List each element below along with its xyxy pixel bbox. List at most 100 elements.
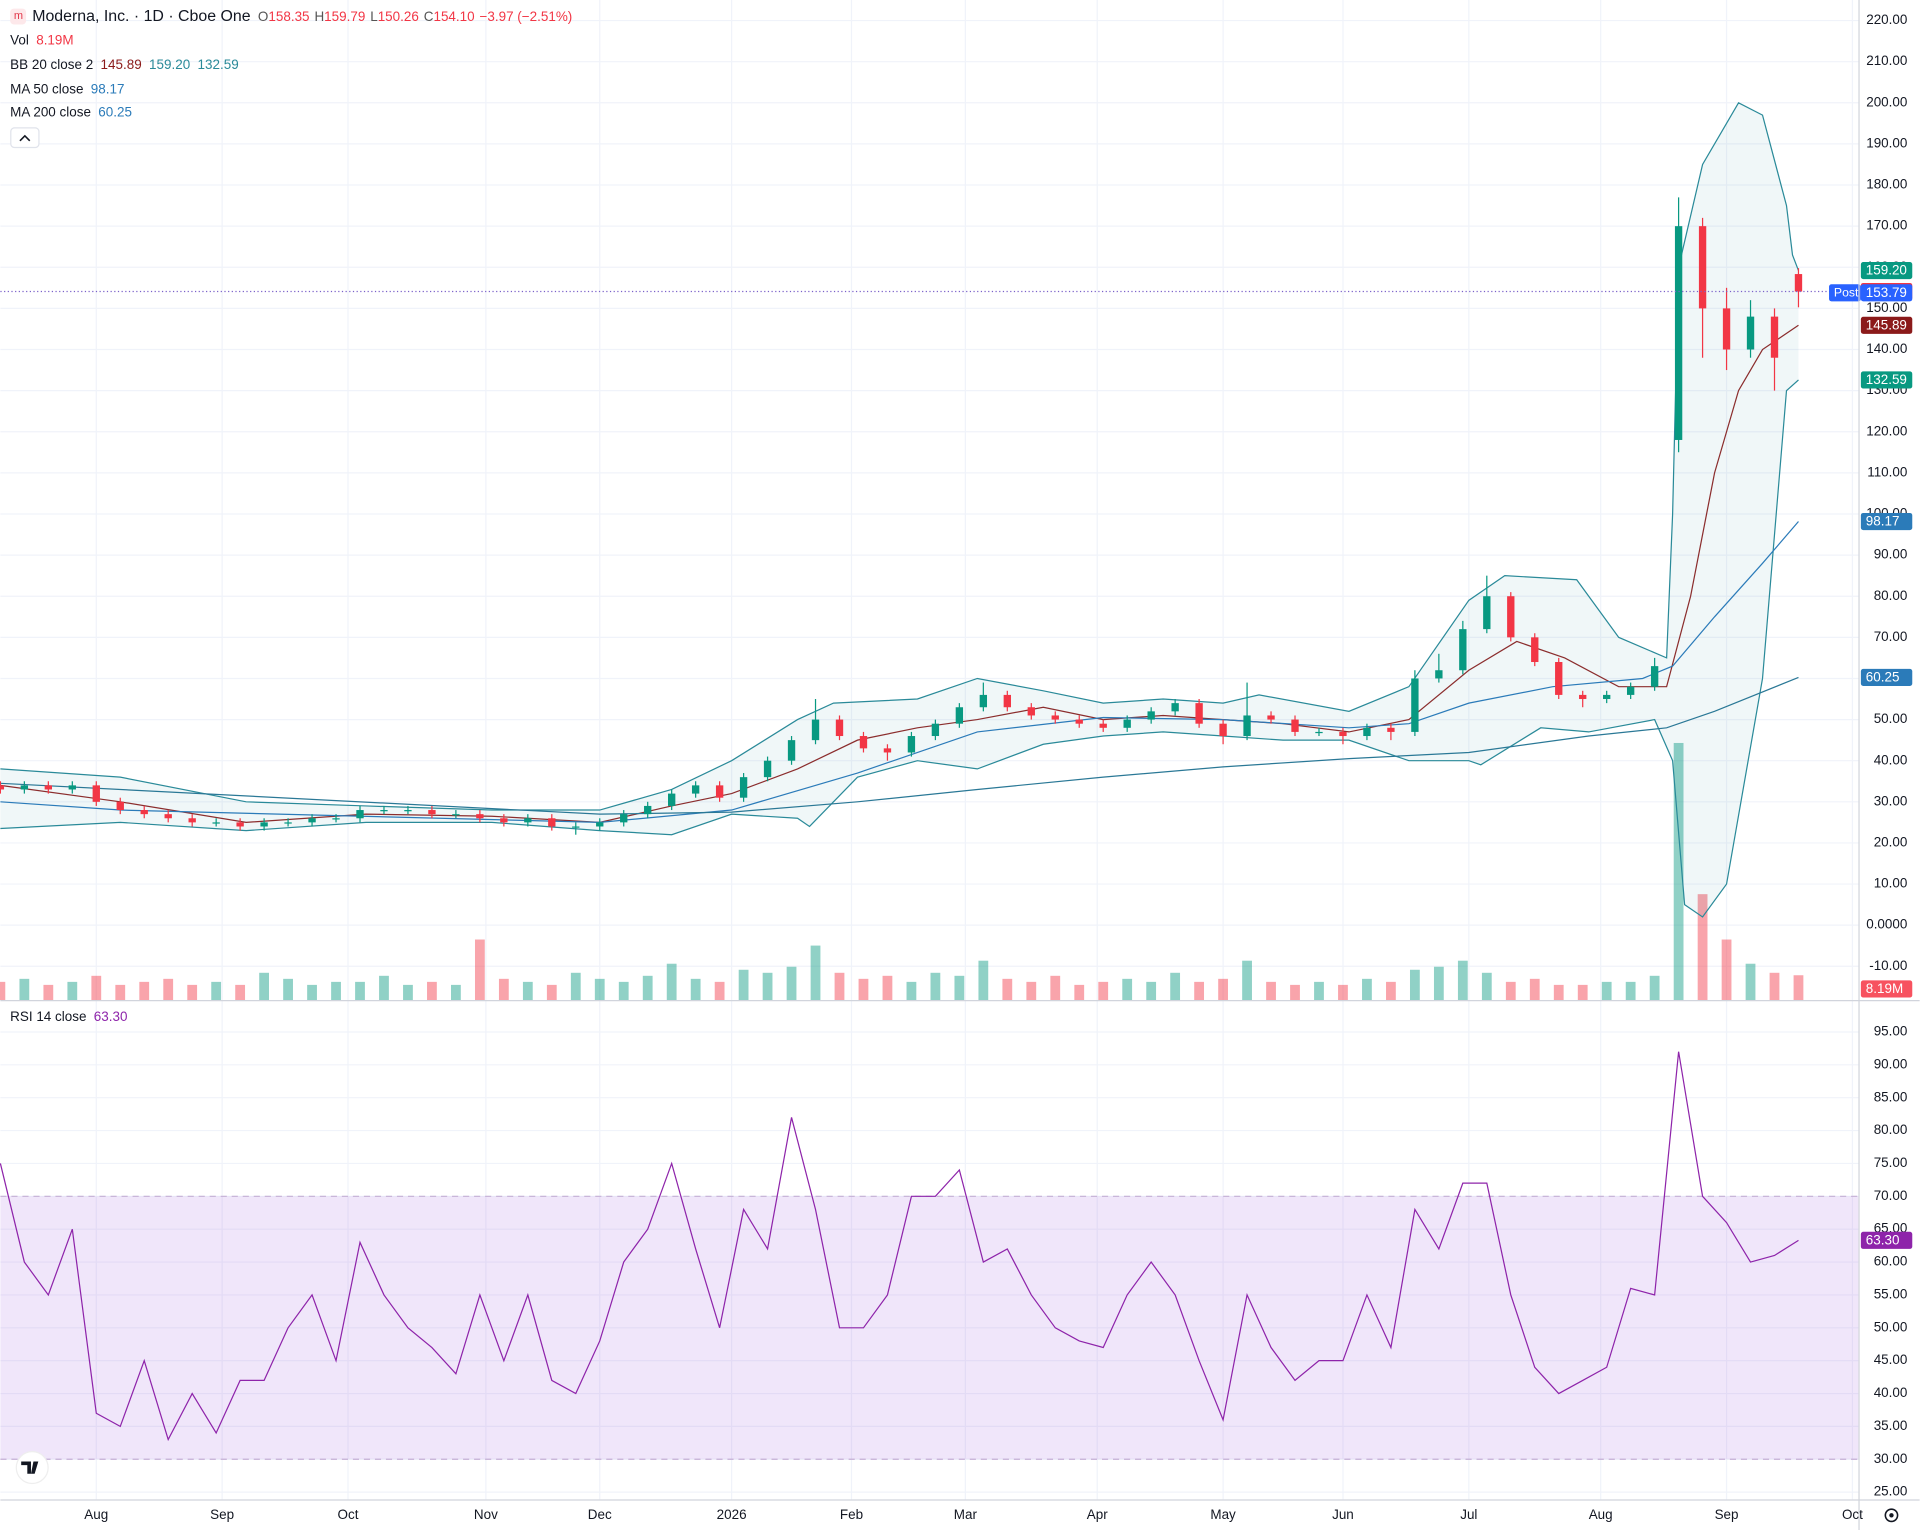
volume-bar <box>1673 742 1684 1001</box>
ma50-line <box>0 521 1799 823</box>
volume-bar <box>0 981 6 1001</box>
bollinger-upper <box>0 101 1800 811</box>
price-badge <box>1860 512 1913 531</box>
volume-bar <box>1721 939 1732 1001</box>
volume-bar <box>642 975 653 1001</box>
volume-bar <box>954 975 965 1001</box>
candle-body <box>1746 316 1755 350</box>
volume-bar <box>355 981 365 1001</box>
volume-bar <box>1026 981 1037 1001</box>
volume-bar <box>91 975 102 1001</box>
volume-bar <box>1170 972 1181 1001</box>
y-tick-label: 20.00 <box>1874 834 1908 849</box>
candle-body <box>1243 715 1251 737</box>
candle-body <box>116 801 124 811</box>
price-badge-label: 132.59 <box>1866 372 1907 387</box>
volume-bar <box>139 981 150 1001</box>
candle-body <box>1722 308 1731 350</box>
candle-body <box>260 822 268 827</box>
candle-body <box>1650 666 1659 687</box>
price-badge <box>1860 1231 1913 1249</box>
collapse-button[interactable] <box>10 127 40 149</box>
candle-body <box>428 810 436 815</box>
candle-body <box>20 785 29 790</box>
volume-bar <box>43 984 54 1001</box>
symbol-logo-letter: m <box>14 10 23 22</box>
candle-body <box>140 810 148 815</box>
ohlc-l: L <box>370 9 378 24</box>
value: 159.20 <box>149 56 190 71</box>
volume-bar <box>786 966 797 1001</box>
price-badge-label: 98.17 <box>1866 514 1900 529</box>
candle-body <box>1267 715 1275 720</box>
volume-bar <box>762 972 773 1001</box>
volume-bar <box>906 981 917 1001</box>
legend-vol: Vol 8.19M <box>10 32 73 47</box>
candle-body <box>1219 723 1227 737</box>
gear <box>1884 1508 1899 1523</box>
volume-bar <box>1481 972 1492 1001</box>
volume-bar <box>546 984 557 1001</box>
x-tick-label: Aug <box>84 1507 108 1522</box>
y-tick-label: 170.00 <box>1866 218 1907 233</box>
candle-body <box>188 818 196 823</box>
volume-bar <box>1409 969 1420 1001</box>
candle-body <box>1195 703 1203 724</box>
legend: m Moderna, Inc. · 1D · Cboe One O158.35 H1… <box>10 8 572 1024</box>
ohlc-value: 158.35 <box>268 9 309 24</box>
y-tick-label: 40.00 <box>1874 1385 1908 1400</box>
volume-bar <box>67 981 78 1001</box>
volume-bar <box>498 978 509 1001</box>
y-tick-label: 90.00 <box>1874 1056 1908 1071</box>
y-tick-label: 150.00 <box>1866 300 1907 315</box>
y-tick-label: 200.00 <box>1866 94 1907 109</box>
price-badge-label: 145.89 <box>1866 317 1907 332</box>
y-tick-label: 120.00 <box>1866 423 1907 438</box>
volume-badge-label: 8.19M <box>1866 981 1903 996</box>
y-tick-label: 30.00 <box>1874 1451 1908 1466</box>
volume-badge <box>1860 980 1913 998</box>
candle-body <box>1555 662 1563 695</box>
tv-logo[interactable] <box>15 1451 49 1485</box>
candle-body <box>859 736 868 749</box>
candle-body <box>931 723 940 737</box>
x-tick-label: Oct <box>338 1507 359 1522</box>
candle-body <box>1698 226 1707 309</box>
volume-bar <box>1314 981 1324 1001</box>
candle-body <box>668 793 676 806</box>
y-tick-label: 75.00 <box>1874 1155 1908 1170</box>
volume-bar <box>1242 960 1252 1001</box>
candle-body <box>212 822 220 824</box>
volume-bar <box>930 972 941 1001</box>
volume-bar <box>1505 981 1516 1001</box>
value: 145.89 <box>101 56 142 71</box>
candle-body <box>1459 629 1467 671</box>
candle-body <box>92 785 100 802</box>
candle-body <box>1435 670 1443 679</box>
y-tick-label: -10.00 <box>1869 958 1907 973</box>
candle-body <box>1507 596 1515 638</box>
volume-bar <box>1457 960 1468 1001</box>
candle-body <box>1483 596 1491 630</box>
volume-bar <box>19 978 30 1001</box>
ohlc-h: H <box>314 9 324 24</box>
candle-body <box>476 814 484 819</box>
candle-body <box>356 810 364 819</box>
volume-bar <box>1601 981 1612 1001</box>
y-tick-label: 45.00 <box>1874 1352 1908 1367</box>
candle-body <box>1531 637 1539 663</box>
price-badge <box>1860 668 1913 686</box>
volume-bar <box>1050 975 1061 1001</box>
volume-bar <box>570 972 581 1001</box>
candle-body <box>0 785 5 790</box>
collapse-icon <box>19 134 31 142</box>
volume-bar <box>1194 981 1205 1001</box>
settings-icon[interactable] <box>1884 1508 1899 1523</box>
candle-body <box>1123 719 1131 728</box>
volume-bar <box>474 939 485 1001</box>
candle-body <box>811 719 820 741</box>
y-tick-label: 90.00 <box>1874 547 1908 562</box>
volume-bar <box>594 978 605 1001</box>
y-tick-label: 30.00 <box>1874 793 1908 808</box>
